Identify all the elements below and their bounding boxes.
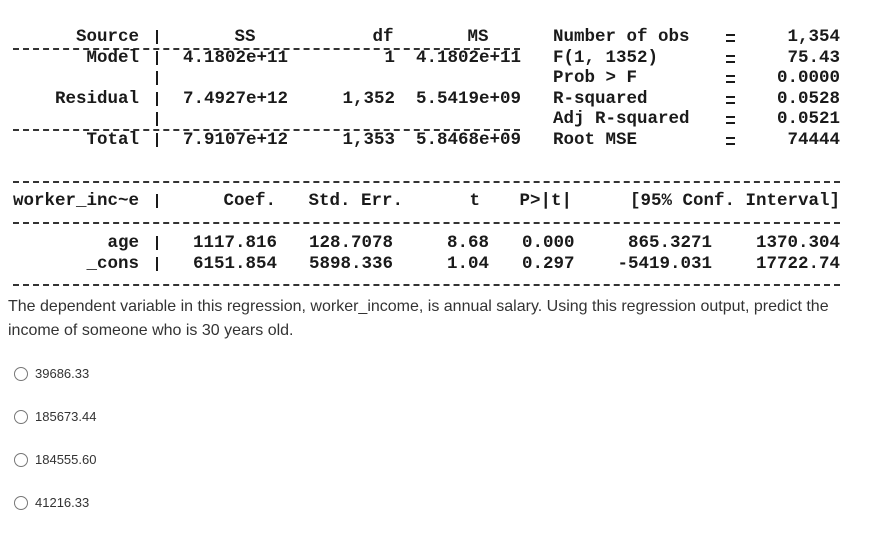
std-err: 5898.336	[308, 254, 393, 274]
equals-sign	[726, 34, 735, 42]
separator	[13, 284, 840, 286]
stat-label: Prob > F	[553, 68, 638, 88]
answer-option[interactable]: 185673.44	[14, 409, 96, 424]
t-stat: 8.68	[446, 233, 489, 253]
ci-lower: -5419.031	[617, 254, 712, 274]
stat-label: Adj R-squared	[553, 109, 690, 129]
stat-value: 0.0000	[776, 68, 840, 88]
source-label: Total	[86, 130, 139, 150]
source-label: Model	[86, 48, 139, 68]
stat-label: Number of obs	[553, 27, 690, 47]
stat-value: 0.0528	[776, 89, 840, 109]
column-bar	[156, 92, 158, 106]
radio-button[interactable]	[14, 452, 28, 467]
variable: age	[107, 233, 139, 253]
option-text: 39686.33	[35, 366, 90, 381]
coef-header: worker_inc~e	[13, 191, 140, 211]
separator	[13, 181, 840, 183]
ms-value: 5.5419e+09	[416, 89, 522, 109]
coef-header: P>|t|	[519, 191, 572, 211]
ci-upper: 1370.304	[755, 233, 840, 253]
coef-header: t	[469, 191, 480, 211]
anova-header: MS	[467, 27, 489, 47]
stat-label: R-squared	[553, 89, 648, 109]
column-bar	[156, 257, 158, 271]
t-stat: 1.04	[446, 254, 489, 274]
equals-sign	[726, 137, 735, 145]
column-bar	[156, 194, 158, 208]
option-text: 41216.33	[35, 495, 90, 510]
answer-option[interactable]: 184555.60	[14, 452, 96, 467]
radio-button[interactable]	[14, 366, 28, 381]
answer-option[interactable]: 41216.33	[14, 495, 89, 510]
df-value: 1,353	[342, 130, 395, 150]
equals-sign	[726, 116, 735, 124]
column-bar	[156, 71, 158, 85]
df-value: 1,352	[342, 89, 395, 109]
stat-label: F(1, 1352)	[553, 48, 659, 68]
separator	[13, 48, 520, 50]
source-label: Residual	[54, 89, 139, 109]
equals-sign	[726, 96, 735, 104]
anova-header: SS	[234, 27, 256, 47]
ss-value: 4.1802e+11	[183, 48, 289, 68]
coef: 1117.816	[192, 233, 277, 253]
ci-lower: 865.3271	[627, 233, 712, 253]
column-bar	[156, 51, 158, 65]
stat-value: 75.43	[787, 48, 840, 68]
coef-header: Coef.	[223, 191, 276, 211]
separator	[13, 222, 840, 224]
p-value: 0.297	[522, 254, 575, 274]
stat-value: 0.0521	[776, 109, 840, 129]
option-text: 185673.44	[35, 409, 97, 424]
question: The dependent variable in this regressio…	[8, 298, 829, 339]
column-bar	[156, 112, 158, 126]
anova-header: df	[372, 27, 394, 47]
coef-header: [95% Conf. Interval]	[629, 191, 840, 211]
stat-label: Root MSE	[553, 130, 638, 150]
ms-value: 4.1802e+11	[416, 48, 522, 68]
ss-value: 7.4927e+12	[183, 89, 289, 109]
anova-header: Source	[75, 27, 139, 47]
radio-button[interactable]	[14, 495, 28, 510]
ci-upper: 17722.74	[755, 254, 840, 274]
column-bar	[156, 133, 158, 147]
option-text: 184555.60	[35, 452, 97, 467]
column-bar	[156, 236, 158, 250]
separator	[13, 129, 520, 131]
df-value: 1	[384, 48, 395, 68]
coef-header: Std. Err.	[308, 191, 403, 211]
p-value: 0.000	[522, 233, 575, 253]
ss-value: 7.9107e+12	[183, 130, 289, 150]
std-err: 128.7078	[308, 233, 393, 253]
column-bar	[156, 30, 158, 44]
equals-sign	[726, 75, 735, 83]
variable: _cons	[86, 254, 139, 274]
stat-value: 74444	[787, 130, 840, 150]
ms-value: 5.8468e+09	[416, 130, 522, 150]
equals-sign	[726, 55, 735, 63]
radio-button[interactable]	[14, 409, 28, 424]
stat-value: 1,354	[787, 27, 840, 47]
answer-option[interactable]: 39686.33	[14, 366, 89, 381]
coef: 6151.854	[192, 254, 277, 274]
